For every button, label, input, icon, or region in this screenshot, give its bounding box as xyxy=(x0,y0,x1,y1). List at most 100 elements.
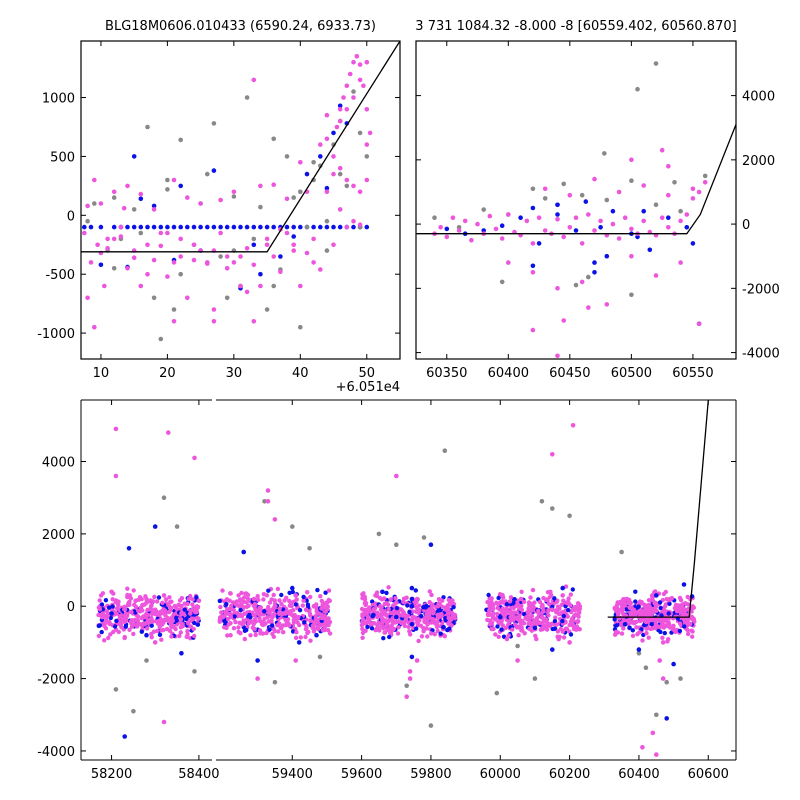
data-point-pink xyxy=(610,221,616,227)
data-point-blue xyxy=(315,587,320,593)
data-point-pink xyxy=(171,177,177,183)
data-point-blue xyxy=(182,607,187,612)
data-point-blue xyxy=(222,618,227,624)
data-point-pink xyxy=(289,603,294,609)
data-point-gray xyxy=(211,121,217,126)
data-point-blue xyxy=(409,603,415,609)
data-point-pink xyxy=(292,612,297,618)
data-point-pink xyxy=(380,617,385,623)
data-point-blue xyxy=(405,603,410,608)
data-point-pink xyxy=(154,619,160,624)
data-point-blue xyxy=(157,632,163,637)
x-offset-label: +6.051e4 xyxy=(336,380,400,395)
data-point-blue xyxy=(501,634,507,639)
data-point-gray xyxy=(376,531,382,537)
data-point-pink xyxy=(389,610,394,616)
plot-panel-top-left: 10 20 30 40 50 -1000 -500 0 500 1000 BLG18M0606.01… xyxy=(37,19,401,395)
data-point-pink xyxy=(504,636,510,642)
data-point-pink xyxy=(148,604,154,609)
data-point-pink xyxy=(169,634,174,639)
data-point-blue xyxy=(641,208,646,214)
data-point-pink xyxy=(445,603,451,608)
data-point-blue xyxy=(290,629,296,634)
data-point-pink xyxy=(129,609,134,615)
data-point-pink xyxy=(360,630,366,636)
data-point-pink xyxy=(641,218,646,224)
data-point-pink xyxy=(637,630,642,635)
data-point-pink xyxy=(150,619,156,624)
data-point-pink xyxy=(277,606,282,611)
data-point-pink xyxy=(363,621,368,626)
data-point-pink xyxy=(643,611,649,616)
data-point-pink xyxy=(666,164,671,169)
data-point-pink xyxy=(100,611,106,616)
data-point-pink xyxy=(344,83,350,89)
data-point-blue xyxy=(499,627,504,632)
x-tick-label: 58200 xyxy=(91,767,132,782)
data-point-pink xyxy=(301,598,306,603)
data-point-pink xyxy=(198,201,203,206)
data-point-pink xyxy=(516,633,521,638)
data-point-pink xyxy=(264,630,269,636)
data-point-gray xyxy=(561,181,566,187)
data-point-pink xyxy=(283,617,288,622)
data-point-pink xyxy=(228,614,234,620)
data-point-gray xyxy=(192,669,197,674)
data-point-pink xyxy=(113,598,119,603)
data-point-pink xyxy=(696,321,702,327)
data-point-pink xyxy=(519,603,524,609)
data-point-pink xyxy=(667,596,673,602)
data-point-pink xyxy=(536,608,541,613)
data-point-pink xyxy=(377,621,382,626)
x-tick-label: 60400 xyxy=(488,366,529,381)
data-point-pink xyxy=(190,607,195,612)
data-point-blue xyxy=(561,613,566,619)
data-point-pink xyxy=(542,228,548,233)
y-tick-label: -2000 xyxy=(742,282,780,297)
data-point-blue xyxy=(205,224,210,230)
data-point-pink xyxy=(145,607,150,612)
data-point-pink xyxy=(408,632,413,637)
data-point-pink xyxy=(663,589,668,595)
data-point-blue xyxy=(444,226,450,232)
data-point-pink xyxy=(598,218,603,224)
data-point-gray xyxy=(178,137,183,143)
data-point-pink xyxy=(510,627,515,632)
data-point-pink xyxy=(159,637,164,642)
data-point-pink xyxy=(523,615,528,621)
data-point-gray xyxy=(432,215,437,220)
data-point-pink xyxy=(572,605,577,610)
data-point-blue xyxy=(636,647,642,652)
data-point-gray xyxy=(317,654,323,660)
data-point-pink xyxy=(205,261,210,266)
data-point-pink xyxy=(158,618,163,623)
data-point-pink xyxy=(231,189,237,195)
data-point-blue xyxy=(296,640,302,645)
data-point-pink xyxy=(429,592,434,598)
data-point-pink xyxy=(431,619,436,624)
data-point-pink xyxy=(145,242,150,248)
data-point-blue xyxy=(394,606,400,611)
data-point-pink xyxy=(404,614,410,620)
data-point-pink xyxy=(190,617,195,622)
data-point-pink xyxy=(519,628,524,633)
data-point-gray xyxy=(244,95,250,100)
data-point-pink xyxy=(556,637,561,642)
data-point-pink xyxy=(487,213,493,219)
data-point-pink xyxy=(194,609,200,615)
data-point-pink xyxy=(272,603,278,609)
y-tick-label: -2000 xyxy=(37,673,75,688)
data-point-pink xyxy=(442,634,447,639)
data-point-pink xyxy=(515,616,520,622)
data-point-pink xyxy=(620,610,625,616)
data-point-pink xyxy=(615,611,621,616)
data-point-pink xyxy=(498,600,503,605)
data-point-pink xyxy=(626,600,631,605)
data-point-pink xyxy=(325,628,331,633)
data-point-pink xyxy=(331,154,336,159)
data-point-pink xyxy=(688,621,693,627)
data-point-pink xyxy=(138,191,144,197)
data-point-blue xyxy=(262,609,267,614)
data-point-gray xyxy=(643,665,649,670)
data-point-gray xyxy=(304,224,310,230)
